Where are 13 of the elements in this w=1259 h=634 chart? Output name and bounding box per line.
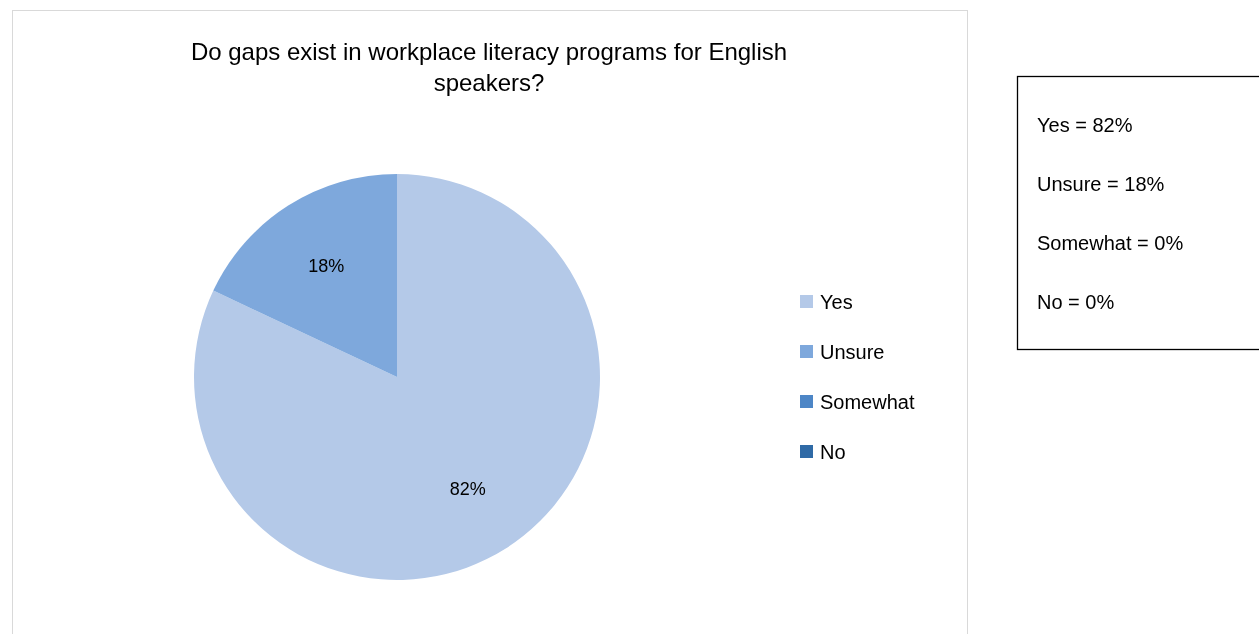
data-label: 82% [449,478,486,499]
text: Yes = 82% [1037,114,1133,136]
legend-label: Yes [820,291,853,313]
text: No = 0% [1037,291,1115,313]
legend-label: No [820,441,846,463]
pie-slice [213,174,397,377]
legend-label: Somewhat [820,391,915,413]
text: Unsure = 18% [1037,173,1165,195]
data-label: 18% [308,255,345,276]
text: Somewhat = 0% [1037,232,1184,254]
pie-slice [194,174,600,580]
legend-label: Unsure [820,341,885,363]
chart-title: Do gaps exist in workplace literacy programs for English speakers? [190,38,788,96]
